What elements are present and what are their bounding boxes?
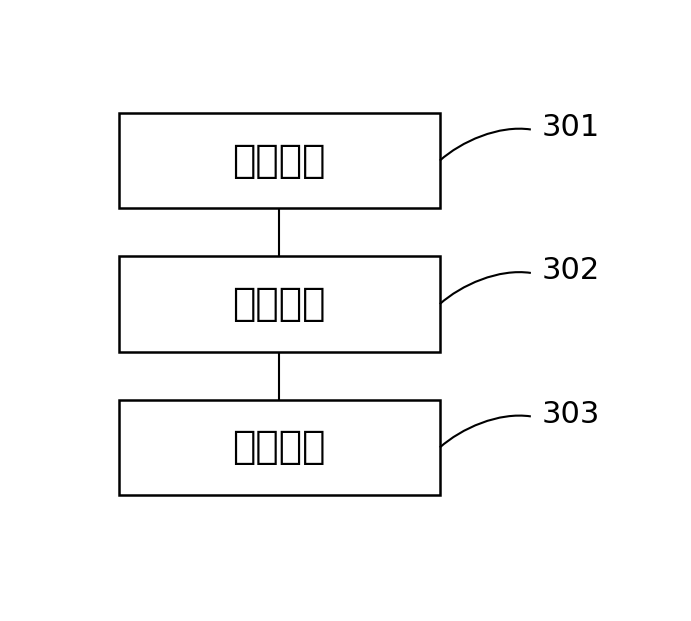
Text: 获取单元: 获取单元: [232, 142, 326, 179]
Text: 检测单元: 检测单元: [232, 285, 326, 323]
Text: 301: 301: [542, 112, 600, 142]
Text: 调整单元: 调整单元: [232, 428, 326, 466]
Text: 302: 302: [542, 256, 600, 285]
Bar: [118, 256, 439, 352]
Text: 303: 303: [542, 399, 600, 428]
Bar: [118, 400, 439, 496]
Bar: [118, 113, 439, 209]
